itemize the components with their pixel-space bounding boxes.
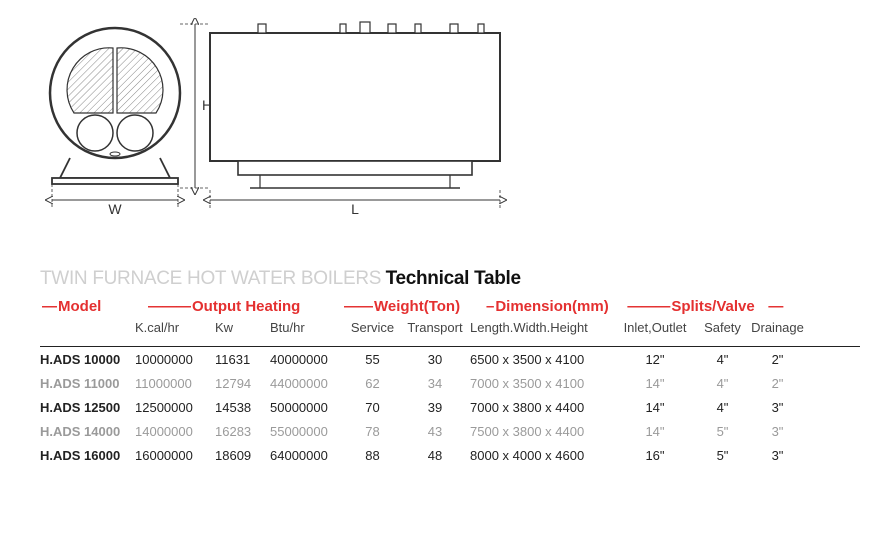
header-dash: — bbox=[42, 298, 56, 315]
cell-model: H.ADS 14000 bbox=[40, 424, 135, 439]
table-row: H.ADS 1000010000000116314000000055306500… bbox=[40, 347, 860, 371]
header-dash: – bbox=[486, 298, 493, 315]
diagram-svg: W L bbox=[40, 18, 550, 228]
cell-inout: 12" bbox=[615, 352, 695, 367]
cell-transport: 34 bbox=[400, 376, 470, 391]
sub-inout: Inlet,Outlet bbox=[615, 320, 695, 335]
cell-inout: 16" bbox=[615, 448, 695, 463]
cell-dim: 7000 x 3800 x 4400 bbox=[470, 400, 615, 415]
title-name: Technical Table bbox=[386, 268, 521, 289]
cell-service: 55 bbox=[345, 352, 400, 367]
cell-kcal: 12500000 bbox=[135, 400, 215, 415]
cell-drainage: 2" bbox=[750, 376, 805, 391]
header-splits: Splits/Valve bbox=[671, 298, 766, 315]
cell-model: H.ADS 12500 bbox=[40, 400, 135, 415]
cell-dim: 7500 x 3800 x 4400 bbox=[470, 424, 615, 439]
dim-H-group: H bbox=[180, 24, 212, 188]
cell-transport: 43 bbox=[400, 424, 470, 439]
header-dimension: Dimension(mm) bbox=[495, 298, 625, 315]
sub-transport: Transport bbox=[400, 320, 470, 335]
cell-kw: 12794 bbox=[215, 376, 270, 391]
cell-drainage: 2" bbox=[750, 352, 805, 367]
table-row: H.ADS 1100011000000127944400000062347000… bbox=[40, 371, 860, 395]
cell-transport: 48 bbox=[400, 448, 470, 463]
cell-safety: 5" bbox=[695, 424, 750, 439]
section-title: TWIN FURNACE HOT WATER BOILERS Technical… bbox=[40, 268, 860, 290]
dim-W: W bbox=[108, 201, 122, 217]
sub-drainage: Drainage bbox=[750, 320, 805, 335]
cell-btu: 64000000 bbox=[270, 448, 345, 463]
cell-dim: 8000 x 4000 x 4600 bbox=[470, 448, 615, 463]
cell-kcal: 11000000 bbox=[135, 376, 215, 391]
table-row: H.ADS 1400014000000162835500000078437500… bbox=[40, 419, 860, 443]
header-dash: —— bbox=[344, 298, 372, 315]
header-output: Output Heating bbox=[192, 298, 342, 315]
cell-dim: 7000 x 3500 x 4100 bbox=[470, 376, 615, 391]
cell-kw: 16283 bbox=[215, 424, 270, 439]
cell-safety: 4" bbox=[695, 376, 750, 391]
cell-kw: 14538 bbox=[215, 400, 270, 415]
table-header-row: — Model ——— Output Heating —— Weight(Ton… bbox=[40, 298, 860, 315]
table-row: H.ADS 1250012500000145385000000070397000… bbox=[40, 395, 860, 419]
cell-dim: 6500 x 3500 x 4100 bbox=[470, 352, 615, 367]
side-view: L bbox=[210, 22, 500, 217]
header-dash: ——— bbox=[627, 298, 669, 315]
cell-model: H.ADS 11000 bbox=[40, 376, 135, 391]
cell-kw: 11631 bbox=[215, 352, 270, 367]
cell-btu: 44000000 bbox=[270, 376, 345, 391]
cell-service: 62 bbox=[345, 376, 400, 391]
cell-transport: 39 bbox=[400, 400, 470, 415]
cell-transport: 30 bbox=[400, 352, 470, 367]
sub-kw: Kw bbox=[215, 320, 270, 335]
title-category: TWIN FURNACE HOT WATER BOILERS bbox=[40, 268, 381, 289]
cell-btu: 50000000 bbox=[270, 400, 345, 415]
dim-H: H bbox=[202, 97, 212, 113]
cell-safety: 4" bbox=[695, 352, 750, 367]
cell-inout: 14" bbox=[615, 376, 695, 391]
header-weight: Weight(Ton) bbox=[374, 298, 484, 315]
cell-drainage: 3" bbox=[750, 424, 805, 439]
cell-service: 88 bbox=[345, 448, 400, 463]
cell-kcal: 14000000 bbox=[135, 424, 215, 439]
cell-service: 70 bbox=[345, 400, 400, 415]
sub-kcal: K.cal/hr bbox=[135, 320, 215, 335]
header-dash: — bbox=[768, 298, 782, 315]
sub-safety: Safety bbox=[695, 320, 750, 335]
cell-inout: 14" bbox=[615, 424, 695, 439]
cell-drainage: 3" bbox=[750, 400, 805, 415]
dim-L: L bbox=[351, 201, 359, 217]
cell-safety: 5" bbox=[695, 448, 750, 463]
table-row: H.ADS 1600016000000186096400000088488000… bbox=[40, 443, 860, 467]
cell-inout: 14" bbox=[615, 400, 695, 415]
boiler-diagram: W L bbox=[40, 18, 550, 218]
table-body: H.ADS 1000010000000116314000000055306500… bbox=[40, 346, 860, 467]
header-dash: ——— bbox=[148, 298, 190, 315]
sub-service: Service bbox=[345, 320, 400, 335]
cell-service: 78 bbox=[345, 424, 400, 439]
cell-btu: 55000000 bbox=[270, 424, 345, 439]
front-view: W bbox=[50, 28, 180, 217]
header-model: Model bbox=[58, 298, 146, 315]
cell-model: H.ADS 16000 bbox=[40, 448, 135, 463]
cell-btu: 40000000 bbox=[270, 352, 345, 367]
cell-drainage: 3" bbox=[750, 448, 805, 463]
cell-kw: 18609 bbox=[215, 448, 270, 463]
cell-kcal: 16000000 bbox=[135, 448, 215, 463]
sub-btu: Btu/hr bbox=[270, 320, 345, 335]
cell-safety: 4" bbox=[695, 400, 750, 415]
sub-lwh: Length.Width.Height bbox=[470, 320, 615, 335]
cell-kcal: 10000000 bbox=[135, 352, 215, 367]
table-subheader-row: K.cal/hr Kw Btu/hr Service Transport Len… bbox=[40, 320, 860, 335]
cell-model: H.ADS 10000 bbox=[40, 352, 135, 367]
